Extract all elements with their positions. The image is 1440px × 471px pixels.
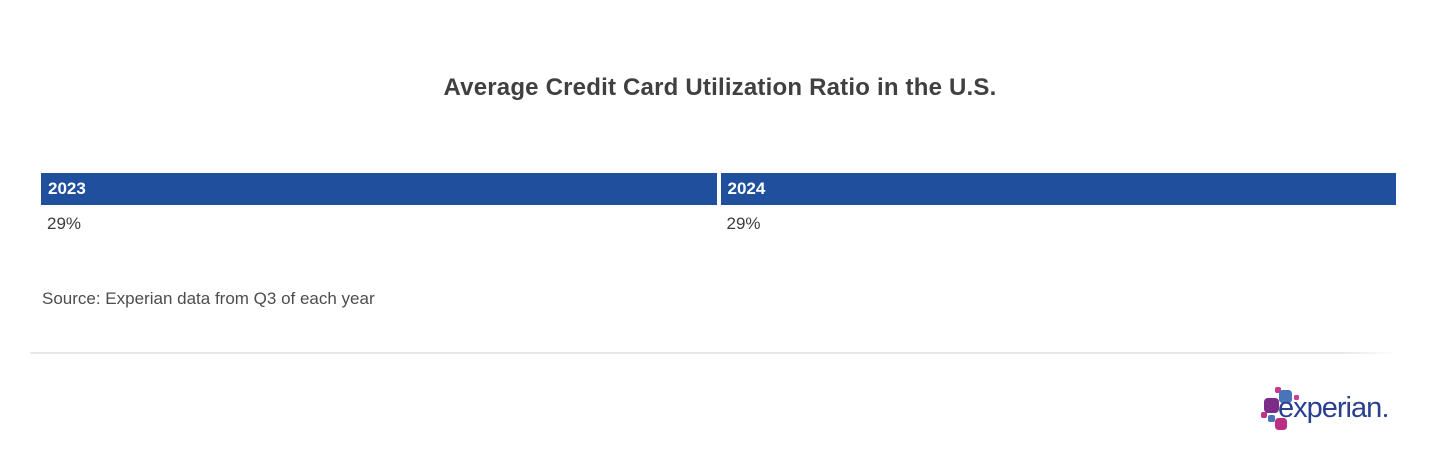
table-header-2023: 2023	[41, 173, 717, 205]
table-value-row: 29% 29%	[41, 205, 1396, 234]
table-header-row: 2023 2024	[41, 173, 1396, 205]
experian-logo: experian	[1258, 384, 1403, 440]
logo-purple-square-icon	[1264, 398, 1279, 413]
logo-pink-dot-right-icon	[1294, 395, 1299, 400]
logo-magenta-square-bottom-icon	[1275, 418, 1287, 430]
logo-wordmark-row: experian	[1278, 392, 1388, 424]
logo-blue-square-icon	[1279, 390, 1292, 403]
logo-magenta-dot-top-icon	[1275, 387, 1281, 393]
table-value-2023: 29%	[47, 214, 82, 233]
chart-title: Average Credit Card Utilization Ratio in…	[443, 74, 997, 101]
logo-blue-square-small-icon	[1268, 415, 1275, 422]
trademark-dot-icon	[1384, 414, 1388, 417]
table-value-2024: 29%	[726, 214, 761, 233]
data-table: 2023 2024 29% 29%	[41, 173, 1396, 234]
logo-magenta-dot-left-icon	[1261, 412, 1267, 418]
table-header-2024: 2024	[720, 173, 1396, 205]
source-note: Source: Experian data from Q3 of each ye…	[42, 289, 375, 308]
experian-wordmark: experian	[1278, 392, 1382, 424]
divider-line	[30, 352, 1398, 354]
